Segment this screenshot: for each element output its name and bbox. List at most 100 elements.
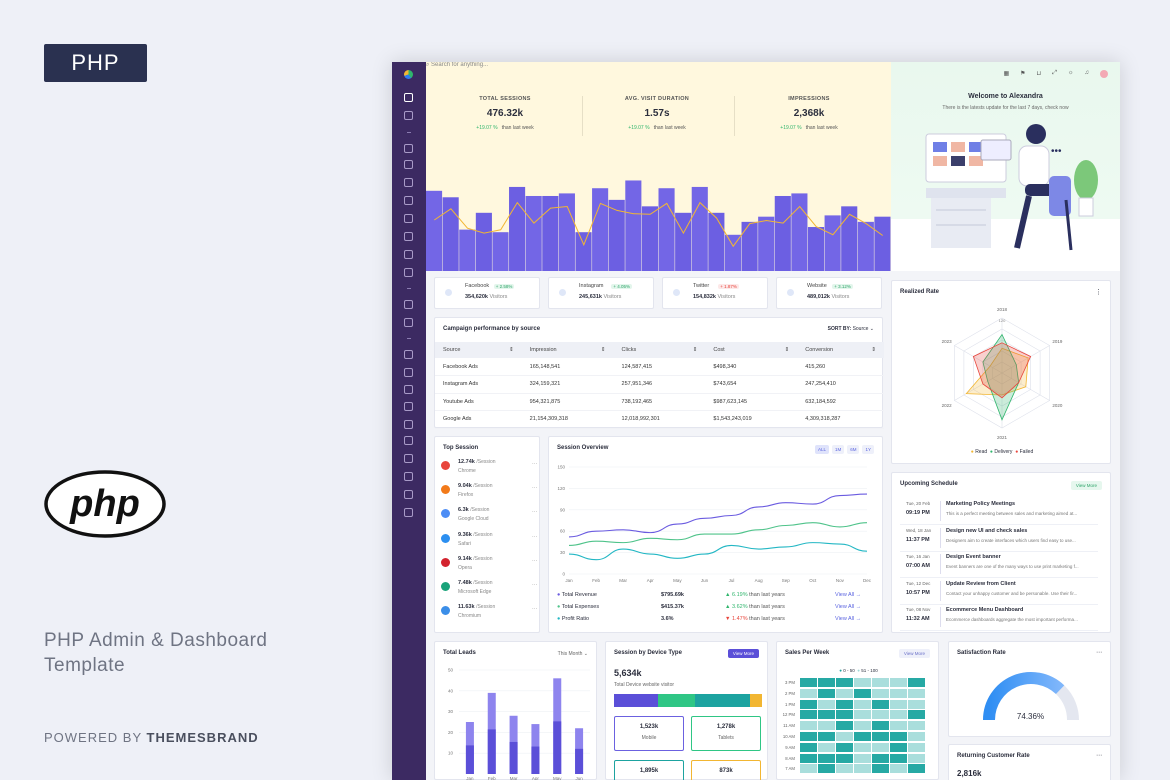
device-box-tablets: 1,278k Tablets (691, 716, 761, 751)
schedule-item[interactable]: Tue, 20 Feb 09:19 PM Marketing Policy Me… (900, 499, 1098, 525)
view-all-link[interactable]: View All → (835, 604, 862, 610)
search-input[interactable]: ⌕ Search for anything... (426, 62, 891, 69)
sidebar-table-icon[interactable] (404, 250, 413, 259)
returning-card: Returning Customer Rate ⋯ 2,816k (948, 744, 1111, 780)
sidebar-alert-icon[interactable] (404, 318, 413, 327)
sidebar-pages-icon[interactable] (404, 436, 413, 445)
sort-dropdown[interactable]: SORT BY: Source ⌄ (828, 326, 874, 332)
app-logo-icon[interactable] (404, 70, 413, 79)
radar-axis-label: 2022 (942, 403, 953, 408)
schedule-item[interactable]: Tue, 16 Jan 07:00 AM Design Event banner… (900, 552, 1098, 578)
x-tick-label: Aug (755, 578, 764, 583)
column-header[interactable]: Cost ⇕ (705, 342, 798, 358)
leads-filter[interactable]: This Month ⌄ (557, 651, 588, 657)
apps-icon[interactable]: ▦ (1003, 71, 1010, 77)
heatmap-cell (854, 732, 871, 741)
summary-row: ● Total Revenue $795.69k ▲ 6.19% than la… (557, 592, 862, 598)
cart-icon[interactable]: ⊔ (1036, 71, 1042, 77)
social-name: Website (807, 283, 827, 289)
stat-label: TOTAL SESSIONS (479, 96, 531, 102)
view-all-link[interactable]: View All → (835, 592, 862, 598)
sidebar-location-icon[interactable] (404, 508, 413, 517)
heatmap-cell (836, 721, 853, 731)
table-row[interactable]: Facebook Ads 165,148,541 124,587,415 $498,3… (435, 358, 884, 376)
more-horizontal-icon[interactable]: ⋯ (532, 533, 538, 540)
column-header[interactable]: Source ⇕ (435, 342, 522, 358)
sidebar-file-icon[interactable] (404, 420, 413, 429)
device-view-more-button[interactable]: View More (727, 649, 759, 658)
more-horizontal-icon[interactable]: ⋯ (1096, 650, 1102, 656)
heatmap-cell (818, 721, 835, 731)
sidebar-docs-icon[interactable] (404, 268, 413, 277)
sidebar-layers-icon[interactable] (404, 368, 413, 377)
range-button-all[interactable]: ALL (814, 445, 829, 454)
more-horizontal-icon[interactable]: ⋯ (532, 485, 538, 492)
more-horizontal-icon[interactable]: ⋯ (532, 509, 538, 516)
social-name: Instagram (579, 283, 604, 289)
social-card-instagram[interactable]: Instagram + 4.05% 245,631k Visitors (548, 277, 654, 309)
more-horizontal-icon[interactable]: ⋯ (1096, 753, 1102, 759)
column-header[interactable]: Clicks ⇕ (613, 342, 706, 358)
schedule-item[interactable]: Wed, 18 Jan 11:37 PM Design new UI and c… (900, 526, 1098, 552)
range-button-6m[interactable]: 6M (847, 445, 860, 454)
flag-icon[interactable]: ⚑ (1020, 71, 1026, 77)
schedule-title: Upcoming Schedule (900, 481, 958, 487)
social-card-twitter[interactable]: Twitter + 1.87% 154,832k Visitors (662, 277, 768, 309)
sidebar-calendar-icon[interactable] (404, 144, 413, 153)
more-horizontal-icon[interactable]: ⋯ (532, 582, 538, 588)
sidebar-support-icon[interactable] (404, 472, 413, 481)
legend-failed: Failed (1019, 449, 1034, 455)
theme-icon[interactable]: ☼ (1068, 70, 1074, 76)
column-header[interactable]: Impression ⇕ (521, 342, 614, 358)
hero-bar (741, 221, 758, 271)
radar-axis-label: 2018 (997, 307, 1008, 312)
view-more-button[interactable]: View More (1070, 481, 1102, 490)
y-tick-label: 20 (448, 730, 454, 735)
sidebar-dashboard-icon[interactable] (404, 111, 413, 120)
bell-icon[interactable]: ♫ (1084, 70, 1090, 76)
sales-week-title: Sales Per Week (785, 650, 830, 656)
more-horizontal-icon[interactable]: ⋯ (532, 606, 538, 613)
device-box-mobile: 1,523k Mobile (614, 716, 684, 751)
view-all-link[interactable]: View All → (835, 616, 862, 622)
heatmap-cell (890, 710, 907, 720)
table-row[interactable]: Google Ads 21,154,309,318 12,018,992,301 $1… (435, 410, 884, 429)
sidebar-list-icon[interactable] (404, 214, 413, 223)
sidebar-inbox-icon[interactable] (404, 196, 413, 205)
heatmap-cell (836, 742, 853, 752)
social-card-facebook[interactable]: Facebook + 2.58% 354,620k Visitors (434, 277, 540, 309)
schedule-item[interactable]: Tue, 12 Dec 10:57 PM Update Review from … (900, 579, 1098, 605)
hero-bar (857, 221, 874, 271)
sidebar-home-icon[interactable] (404, 93, 413, 102)
range-button-1y[interactable]: 1Y (862, 445, 874, 454)
more-vertical-icon[interactable]: ⋮ (1095, 289, 1102, 296)
schedule-item[interactable]: Tue, 08 Nov 11:32 AM Ecommerce Menu Dash… (900, 605, 1098, 631)
device-card: Session by Device Type View More 5,634k … (605, 641, 768, 780)
fullscreen-icon[interactable]: ⤢ (1052, 70, 1057, 76)
sidebar-chart-icon[interactable] (404, 490, 413, 499)
table-row[interactable]: Youtube Ads 954,321,875 738,192,465 $987,62… (435, 393, 884, 411)
sales-view-more-button[interactable]: View More (898, 649, 930, 658)
range-button-1m[interactable]: 1M (831, 445, 845, 454)
sidebar-user-icon[interactable] (404, 300, 413, 309)
social-card-website[interactable]: Website + 3.12% 489,012k Visitors (776, 277, 882, 309)
table-cell: 324,159,321 (521, 375, 614, 394)
more-horizontal-icon[interactable]: ⋯ (532, 461, 538, 467)
sidebar-apps-icon[interactable] (404, 350, 413, 359)
table-cell: Instagram Ads (435, 375, 522, 394)
sidebar-rocket-icon[interactable] (404, 402, 413, 411)
heatmap-cell (818, 742, 835, 752)
sidebar-mail-icon[interactable] (404, 178, 413, 187)
globe-icon (787, 289, 794, 296)
sidebar-box-icon[interactable] (404, 385, 413, 394)
sidebar-chat-icon[interactable] (404, 160, 413, 169)
sidebar-grid-icon[interactable] (404, 232, 413, 241)
table-row[interactable]: Instagram Ads 324,159,321 257,951,346 $743,… (435, 375, 884, 394)
campaign-title: Campaign performance by source (443, 326, 541, 332)
heatmap-cell (854, 721, 871, 731)
more-horizontal-icon[interactable]: ⋯ (532, 557, 538, 564)
column-header[interactable]: Conversion ⇕ (797, 342, 884, 358)
avatar[interactable] (1100, 70, 1108, 78)
leads-title: Total Leads (443, 650, 476, 656)
sidebar-map-icon[interactable] (404, 454, 413, 463)
